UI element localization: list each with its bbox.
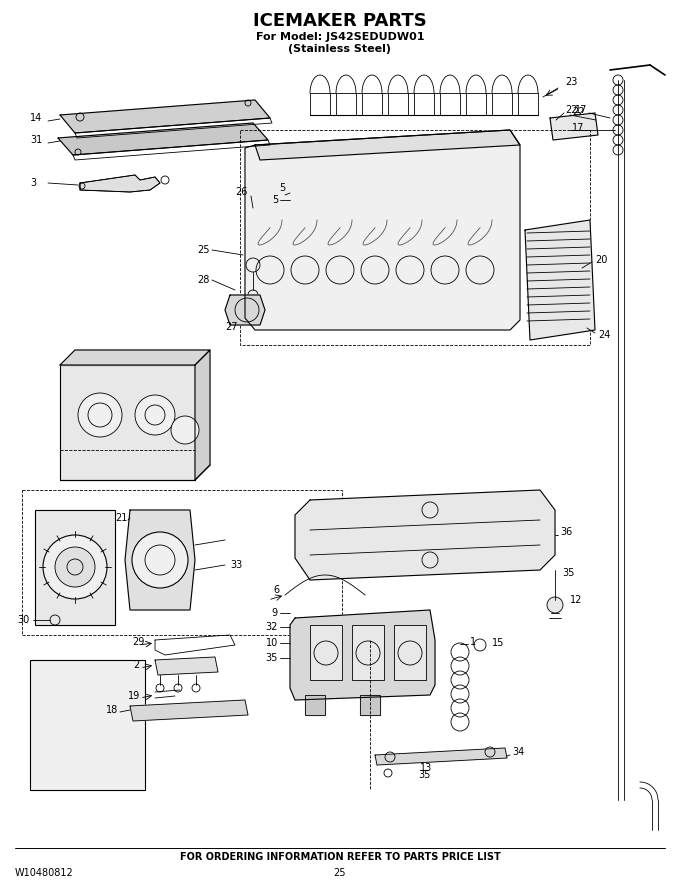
Polygon shape [245, 130, 520, 330]
Bar [360, 695, 380, 715]
Polygon shape [225, 295, 265, 325]
Text: (Stainless Steel): (Stainless Steel) [288, 44, 392, 54]
Text: 36: 36 [560, 527, 573, 537]
Bar [30, 660, 145, 790]
Text: 22: 22 [572, 107, 585, 117]
Circle shape [43, 535, 107, 599]
Text: 17: 17 [572, 123, 584, 133]
Text: 32: 32 [266, 622, 278, 632]
Bar [22, 490, 342, 635]
Text: 29: 29 [133, 637, 145, 647]
Circle shape [135, 395, 175, 435]
Text: 33: 33 [230, 560, 242, 570]
Text: 35: 35 [418, 770, 430, 780]
Text: 28: 28 [198, 275, 210, 285]
Bar [240, 130, 590, 345]
Bar [394, 625, 426, 680]
Text: 13: 13 [420, 763, 432, 773]
Text: FOR ORDERING INFORMATION REFER TO PARTS PRICE LIST: FOR ORDERING INFORMATION REFER TO PARTS … [180, 852, 500, 862]
Polygon shape [80, 175, 160, 192]
Bar [310, 625, 342, 680]
Bar [305, 695, 325, 715]
Text: 27: 27 [226, 322, 238, 332]
Text: 14: 14 [30, 113, 42, 123]
Text: 9: 9 [272, 608, 278, 618]
Circle shape [78, 393, 122, 437]
Text: 35: 35 [562, 568, 575, 578]
Circle shape [132, 532, 188, 588]
Text: 25: 25 [197, 245, 210, 255]
Circle shape [171, 416, 199, 444]
Polygon shape [305, 695, 325, 715]
Text: 18: 18 [106, 705, 118, 715]
Text: 23: 23 [565, 77, 577, 87]
Polygon shape [155, 657, 218, 675]
Text: 2: 2 [134, 660, 140, 670]
Text: 35: 35 [266, 653, 278, 663]
Polygon shape [30, 660, 145, 790]
Text: 24: 24 [598, 330, 611, 340]
Text: 34: 34 [512, 747, 524, 757]
Text: 25: 25 [334, 868, 346, 878]
Polygon shape [125, 510, 195, 610]
Polygon shape [290, 610, 435, 700]
Text: ICEMAKER PARTS: ICEMAKER PARTS [253, 12, 427, 30]
Text: For Model: JS42SEDUDW01: For Model: JS42SEDUDW01 [256, 32, 424, 42]
Text: 20: 20 [595, 255, 607, 265]
Polygon shape [35, 510, 115, 625]
Polygon shape [375, 748, 507, 765]
Polygon shape [58, 123, 268, 155]
Text: 19: 19 [128, 691, 140, 701]
Text: W10480812: W10480812 [15, 868, 73, 878]
Bar [35, 510, 115, 625]
Circle shape [547, 597, 563, 613]
Text: 10: 10 [266, 638, 278, 648]
Bar [352, 625, 384, 680]
Text: 5: 5 [272, 195, 278, 205]
Text: 26: 26 [236, 187, 248, 197]
Polygon shape [60, 365, 195, 480]
Polygon shape [525, 220, 595, 340]
Text: 6: 6 [274, 585, 280, 595]
Text: 21: 21 [115, 513, 127, 523]
Text: 30: 30 [18, 615, 30, 625]
Circle shape [55, 547, 95, 587]
Polygon shape [295, 490, 555, 580]
Text: 3: 3 [30, 178, 36, 188]
Polygon shape [255, 130, 520, 160]
Text: 22: 22 [565, 105, 577, 115]
Text: 31: 31 [30, 135, 42, 145]
Text: 1: 1 [470, 637, 476, 647]
Bar [60, 365, 195, 480]
Text: 12: 12 [570, 595, 582, 605]
Text: 5: 5 [279, 183, 285, 193]
Polygon shape [550, 113, 598, 140]
Polygon shape [60, 100, 270, 133]
Text: 15: 15 [492, 638, 505, 648]
Polygon shape [60, 350, 210, 365]
Polygon shape [360, 695, 380, 715]
Polygon shape [195, 350, 210, 480]
Text: 17: 17 [575, 105, 588, 115]
Polygon shape [130, 700, 248, 721]
